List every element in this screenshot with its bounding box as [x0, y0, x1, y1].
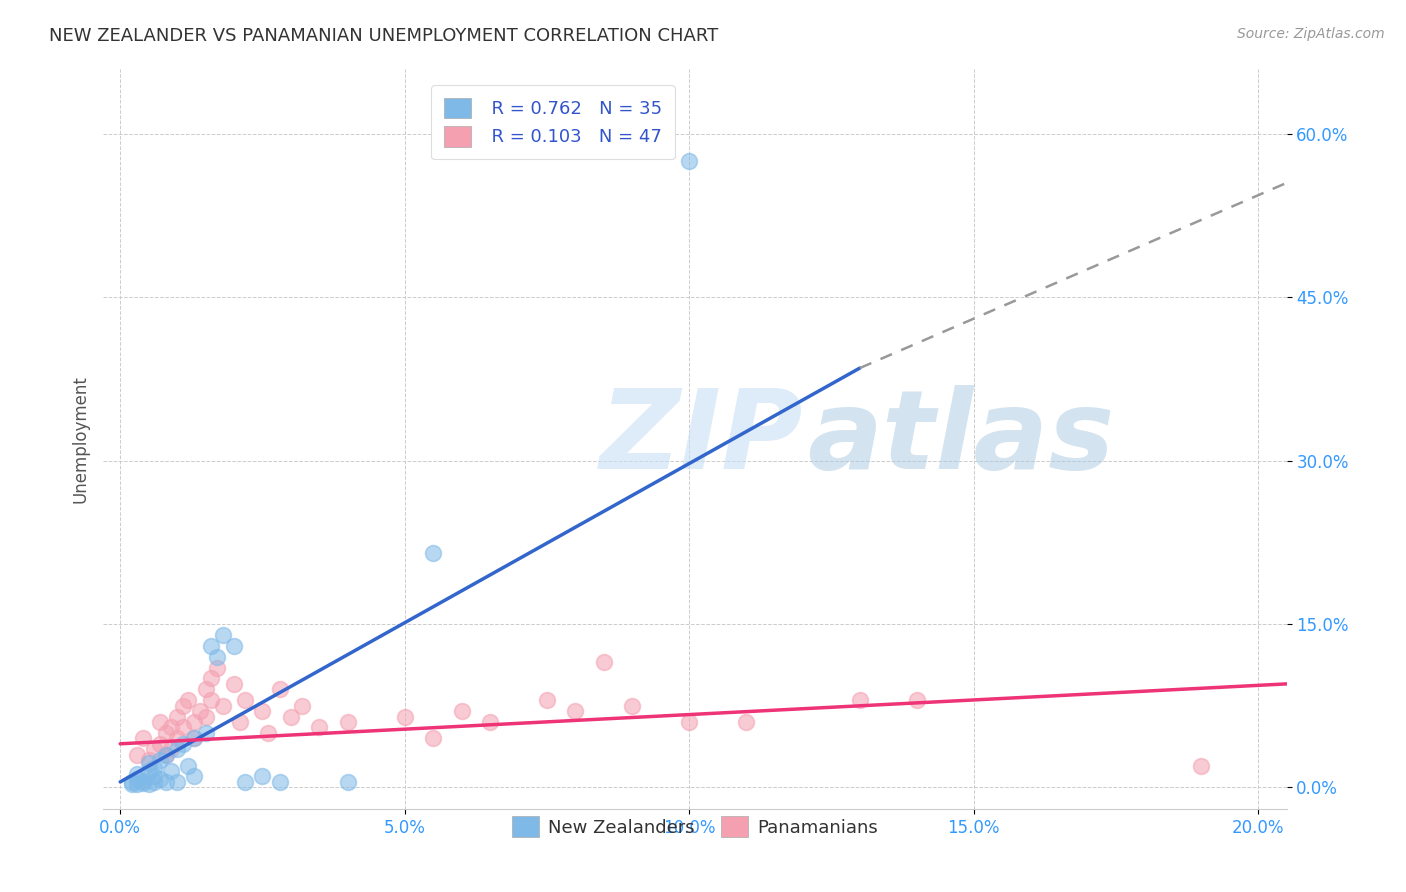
- Point: [166, 731, 188, 746]
- Point: [422, 546, 444, 560]
- Point: [308, 721, 330, 735]
- Point: [222, 677, 245, 691]
- Point: [394, 709, 416, 723]
- Point: [235, 693, 257, 707]
- Point: [121, 775, 143, 789]
- Point: [228, 714, 250, 729]
- Point: [183, 731, 205, 746]
- Point: [121, 777, 143, 791]
- Point: [592, 655, 614, 669]
- Point: [336, 775, 359, 789]
- Point: [200, 672, 222, 686]
- Point: [149, 714, 172, 729]
- Point: [269, 775, 291, 789]
- Point: [194, 726, 217, 740]
- Point: [177, 693, 200, 707]
- Point: [138, 756, 160, 771]
- Point: [132, 776, 155, 790]
- Point: [127, 747, 149, 762]
- Point: [155, 726, 177, 740]
- Point: [127, 767, 149, 781]
- Point: [735, 714, 758, 729]
- Point: [849, 693, 872, 707]
- Point: [450, 704, 472, 718]
- Point: [166, 742, 188, 756]
- Point: [132, 773, 155, 788]
- Point: [149, 753, 172, 767]
- Point: [172, 737, 194, 751]
- Text: Source: ZipAtlas.com: Source: ZipAtlas.com: [1237, 27, 1385, 41]
- Point: [905, 693, 928, 707]
- Point: [138, 777, 160, 791]
- Point: [132, 731, 155, 746]
- Point: [200, 639, 222, 653]
- Point: [138, 753, 160, 767]
- Point: [166, 709, 188, 723]
- Point: [127, 777, 149, 791]
- Point: [166, 775, 188, 789]
- Point: [291, 698, 314, 713]
- Point: [280, 709, 302, 723]
- Text: ZIP: ZIP: [600, 385, 804, 492]
- Point: [564, 704, 586, 718]
- Point: [536, 693, 558, 707]
- Point: [177, 758, 200, 772]
- Point: [252, 704, 274, 718]
- Point: [127, 772, 149, 786]
- Point: [621, 698, 644, 713]
- Point: [172, 721, 194, 735]
- Point: [205, 649, 228, 664]
- Point: [200, 693, 222, 707]
- Point: [138, 764, 160, 778]
- Point: [1189, 758, 1212, 772]
- Point: [205, 660, 228, 674]
- Point: [160, 721, 183, 735]
- Point: [211, 628, 233, 642]
- Text: NEW ZEALANDER VS PANAMANIAN UNEMPLOYMENT CORRELATION CHART: NEW ZEALANDER VS PANAMANIAN UNEMPLOYMENT…: [49, 27, 718, 45]
- Point: [155, 747, 177, 762]
- Point: [160, 764, 183, 778]
- Point: [211, 698, 233, 713]
- Point: [143, 769, 166, 783]
- Point: [422, 731, 444, 746]
- Point: [143, 742, 166, 756]
- Point: [143, 775, 166, 789]
- Point: [678, 154, 700, 169]
- Point: [188, 704, 211, 718]
- Point: [183, 714, 205, 729]
- Y-axis label: Unemployment: Unemployment: [72, 375, 89, 503]
- Point: [235, 775, 257, 789]
- Point: [194, 709, 217, 723]
- Point: [183, 769, 205, 783]
- Point: [155, 775, 177, 789]
- Point: [479, 714, 502, 729]
- Legend: New Zealanders, Panamanians: New Zealanders, Panamanians: [505, 809, 886, 845]
- Text: atlas: atlas: [807, 385, 1115, 492]
- Point: [194, 682, 217, 697]
- Point: [336, 714, 359, 729]
- Point: [269, 682, 291, 697]
- Point: [252, 769, 274, 783]
- Point: [149, 772, 172, 786]
- Point: [257, 726, 280, 740]
- Point: [160, 742, 183, 756]
- Point: [143, 761, 166, 775]
- Point: [222, 639, 245, 653]
- Point: [172, 698, 194, 713]
- Point: [155, 747, 177, 762]
- Point: [678, 714, 700, 729]
- Point: [149, 737, 172, 751]
- Point: [183, 731, 205, 746]
